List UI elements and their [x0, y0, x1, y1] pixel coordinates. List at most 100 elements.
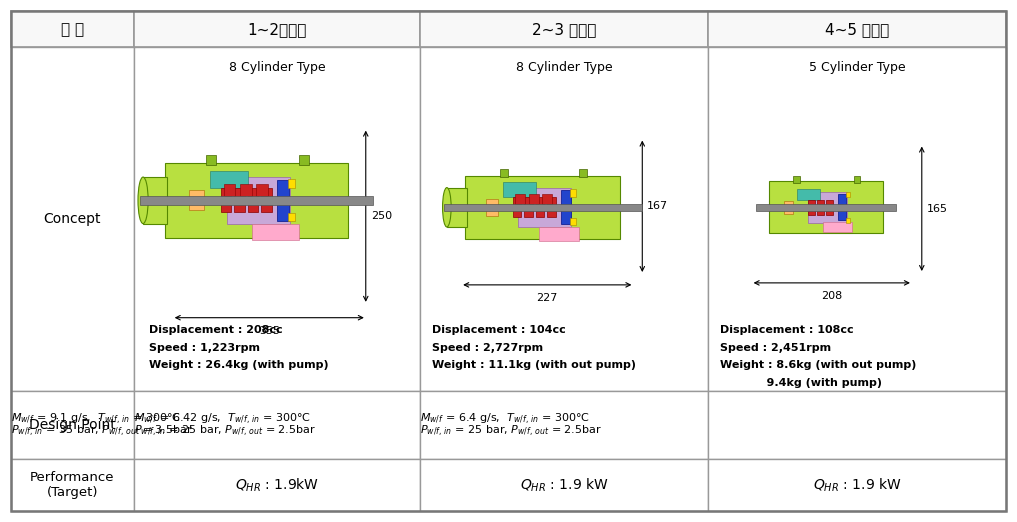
- Bar: [227, 177, 290, 223]
- Text: Displacement : 108cc: Displacement : 108cc: [720, 325, 853, 335]
- Text: $P_{w/f,\,in}$ = 35 bar, $P_{w/f,\,out}$ = 3.5bar: $P_{w/f,\,in}$ = 35 bar, $P_{w/f,\,out}$…: [10, 423, 192, 438]
- Text: 8 Cylinder Type: 8 Cylinder Type: [516, 61, 612, 74]
- Text: Displacement : 208cc: Displacement : 208cc: [148, 325, 283, 335]
- Bar: [420, 392, 708, 459]
- Bar: [524, 197, 533, 217]
- Bar: [530, 194, 539, 204]
- Bar: [134, 47, 420, 392]
- Text: Weight : 11.1kg (with out pump): Weight : 11.1kg (with out pump): [432, 361, 637, 371]
- Bar: [536, 197, 544, 217]
- Bar: [134, 11, 420, 47]
- Bar: [261, 188, 272, 212]
- Bar: [854, 176, 860, 183]
- Text: 227: 227: [537, 293, 558, 303]
- Text: 165: 165: [926, 204, 948, 214]
- Bar: [560, 190, 571, 224]
- Bar: [210, 171, 248, 187]
- Bar: [542, 194, 552, 204]
- Bar: [10, 11, 134, 47]
- Bar: [547, 197, 555, 217]
- Bar: [793, 176, 799, 183]
- Bar: [838, 194, 846, 220]
- Text: 355: 355: [258, 326, 280, 336]
- Bar: [518, 187, 572, 227]
- Bar: [539, 227, 579, 241]
- Text: $Q_{HR}$ : 1.9 kW: $Q_{HR}$ : 1.9 kW: [520, 476, 608, 493]
- Bar: [757, 204, 896, 210]
- Bar: [817, 199, 824, 215]
- Text: Speed : 1,223rpm: Speed : 1,223rpm: [148, 342, 260, 352]
- Bar: [205, 155, 216, 165]
- Bar: [139, 196, 373, 205]
- Text: $P_{w/f,\,in}$ = 25 bar, $P_{w/f,\,out}$ = 2.5bar: $P_{w/f,\,in}$ = 25 bar, $P_{w/f,\,out}$…: [134, 423, 316, 438]
- Bar: [420, 11, 708, 47]
- Text: 2~3 차년도: 2~3 차년도: [532, 22, 596, 37]
- Bar: [10, 47, 134, 392]
- Bar: [446, 187, 467, 227]
- Text: 8 Cylinder Type: 8 Cylinder Type: [229, 61, 325, 74]
- Ellipse shape: [442, 187, 452, 227]
- Bar: [10, 459, 134, 511]
- Bar: [224, 184, 235, 196]
- Bar: [571, 218, 576, 225]
- Text: $M_{w/f}$ = 6.42 g/s,  $T_{w/f,\,in}$ = 300°C: $M_{w/f}$ = 6.42 g/s, $T_{w/f,\,in}$ = 3…: [134, 412, 311, 426]
- Bar: [289, 213, 295, 221]
- Bar: [221, 188, 231, 212]
- Text: $Q_{HR}$ : 1.9 kW: $Q_{HR}$ : 1.9 kW: [813, 476, 901, 493]
- Bar: [143, 177, 167, 223]
- Bar: [708, 459, 1007, 511]
- Text: 9.4kg (with pump): 9.4kg (with pump): [720, 378, 882, 388]
- Bar: [513, 197, 522, 217]
- Bar: [240, 184, 252, 196]
- Bar: [708, 392, 1007, 459]
- Bar: [797, 189, 820, 199]
- Bar: [466, 176, 620, 239]
- Bar: [809, 192, 847, 223]
- Bar: [485, 199, 498, 216]
- Text: Weight : 26.4kg (with pump): Weight : 26.4kg (with pump): [148, 361, 328, 371]
- Bar: [189, 190, 204, 210]
- Text: Performance
(Target): Performance (Target): [31, 471, 115, 499]
- Bar: [248, 188, 258, 212]
- Bar: [444, 204, 642, 211]
- Text: Design Point: Design Point: [28, 418, 116, 432]
- Bar: [10, 392, 134, 459]
- Bar: [299, 155, 309, 165]
- Bar: [784, 201, 793, 213]
- Bar: [289, 179, 295, 187]
- Text: $Q_{HR}$ : 1.9kW: $Q_{HR}$ : 1.9kW: [235, 476, 319, 493]
- Bar: [846, 218, 850, 223]
- Text: $M_{w/f}$ = 9.1 g/s,  $T_{w/f,\,in}$ = 300°C: $M_{w/f}$ = 9.1 g/s, $T_{w/f,\,in}$ = 30…: [10, 412, 181, 426]
- Text: 5 Cylinder Type: 5 Cylinder Type: [809, 61, 905, 74]
- Text: $M_{w/f}$ = 6.4 g/s,  $T_{w/f,\,in}$ = 300°C: $M_{w/f}$ = 6.4 g/s, $T_{w/f,\,in}$ = 30…: [420, 412, 591, 426]
- Bar: [278, 180, 289, 221]
- Bar: [515, 194, 525, 204]
- Text: 4~5 차년도: 4~5 차년도: [825, 22, 889, 37]
- Text: 250: 250: [371, 211, 392, 221]
- Text: 167: 167: [647, 201, 668, 211]
- Bar: [770, 182, 883, 233]
- Ellipse shape: [138, 177, 148, 223]
- Text: Displacement : 104cc: Displacement : 104cc: [432, 325, 566, 335]
- Bar: [807, 199, 815, 215]
- Bar: [234, 188, 244, 212]
- Bar: [708, 47, 1007, 392]
- Text: Concept: Concept: [44, 212, 101, 226]
- Text: Speed : 2,727rpm: Speed : 2,727rpm: [432, 342, 543, 352]
- Bar: [579, 169, 587, 177]
- Text: 208: 208: [821, 291, 842, 301]
- Bar: [255, 184, 267, 196]
- Text: 1~2차년도: 1~2차년도: [247, 22, 307, 37]
- Bar: [823, 221, 851, 232]
- Bar: [420, 47, 708, 392]
- Bar: [252, 223, 299, 241]
- Bar: [826, 199, 833, 215]
- Bar: [165, 163, 348, 238]
- Bar: [846, 192, 850, 197]
- Bar: [134, 459, 420, 511]
- Text: 구 분: 구 분: [61, 22, 83, 37]
- Text: Speed : 2,451rpm: Speed : 2,451rpm: [720, 342, 831, 352]
- Bar: [134, 392, 420, 459]
- Bar: [420, 459, 708, 511]
- Bar: [571, 189, 576, 197]
